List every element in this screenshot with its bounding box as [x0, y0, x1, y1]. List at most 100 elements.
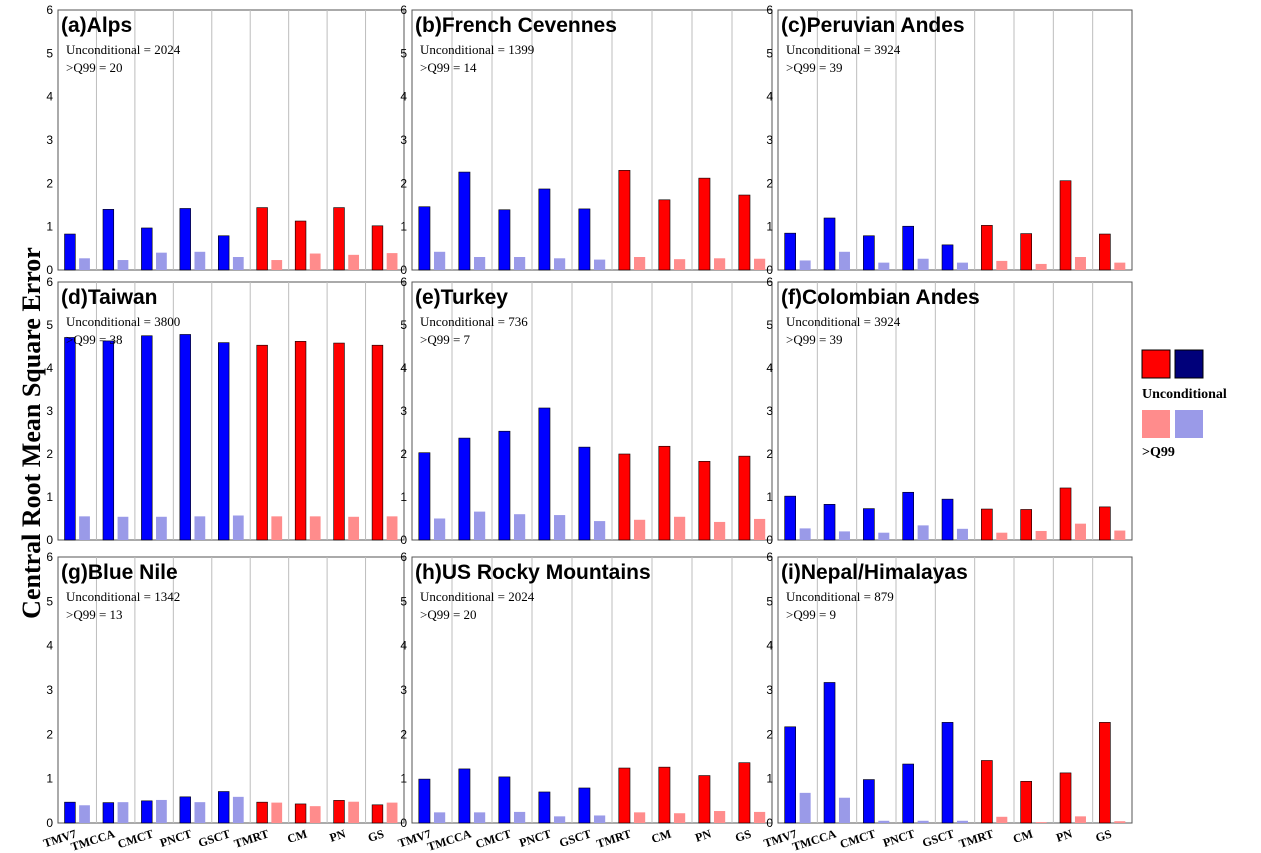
panel-title: (e)Turkey: [415, 286, 508, 309]
legend-swatch-q99-blue: [1175, 410, 1203, 438]
y-tick-label: 4: [766, 361, 773, 375]
y-tick-label: 4: [766, 90, 773, 104]
bar-unconditional-cmct: [498, 430, 511, 541]
bar-unconditional-tmcca: [102, 209, 115, 271]
bar-unconditional-cmct: [141, 335, 153, 541]
bar-q99-tmrt: [996, 260, 1008, 270]
bar-unconditional-tmrt: [256, 344, 268, 541]
annotation-unconditional-count: Unconditional = 2024: [420, 589, 535, 604]
x-tick-label: GS: [1094, 826, 1114, 844]
bar-unconditional-gsct: [218, 342, 230, 541]
bar-unconditional-pnct: [538, 407, 551, 541]
bar-unconditional-tmv7: [418, 206, 431, 271]
bar-q99-tmcca: [117, 802, 129, 823]
y-axis-label: Central Root Mean Square Error: [17, 247, 46, 619]
y-tick-label: 4: [46, 639, 53, 653]
panel-letter: (b): [415, 14, 442, 37]
x-tick-label: GSCT: [558, 827, 593, 850]
bar-q99-cm: [1035, 530, 1047, 540]
bar-q99-pnct: [554, 515, 566, 540]
bar-unconditional-gsct: [941, 722, 954, 824]
x-tick-label: GSCT: [921, 827, 956, 850]
bar-q99-cm: [1035, 263, 1047, 270]
y-tick-label: 1: [46, 220, 53, 234]
panel-letter: (d): [61, 286, 88, 309]
bar-q99-tmcca: [838, 797, 850, 823]
panel-letter: (a): [61, 14, 87, 37]
bar-q99-tmrt: [271, 516, 283, 540]
bar-unconditional-cm: [1020, 781, 1032, 824]
y-tick-label: 4: [766, 639, 773, 653]
bar-unconditional-tmrt: [618, 767, 631, 824]
bar-q99-tmv7: [79, 258, 90, 270]
annotation-q99-count: >Q99 = 14: [420, 60, 477, 75]
bar-unconditional-gsct: [578, 787, 591, 824]
bar-q99-tmcca: [117, 516, 129, 540]
bar-unconditional-gsct: [218, 235, 230, 271]
x-tick-label: PN: [1054, 826, 1074, 844]
y-tick-label: 2: [46, 727, 53, 741]
annotation-unconditional-count: Unconditional = 736: [420, 314, 528, 329]
panels-group: 0 1 2 3 4 5 6 (a)Alps Unconditional = 2024 >Q99 =…: [41, 3, 1133, 853]
y-tick-label: 4: [46, 90, 53, 104]
y-tick-label: 3: [400, 404, 407, 418]
legend-label-q99: >Q99: [1142, 445, 1175, 460]
panel-letter: (c): [781, 14, 807, 37]
bar-q99-tmv7: [799, 792, 811, 823]
y-tick-label: 2: [766, 176, 773, 190]
legend: Unconditional >Q99: [1141, 349, 1227, 460]
panel-name: Blue Nile: [88, 561, 178, 584]
bar-unconditional-pnct: [902, 491, 914, 541]
x-tick-label: PN: [328, 826, 348, 844]
bar-unconditional-gs: [371, 344, 384, 541]
bar-q99-tmcca: [474, 511, 486, 540]
panel-title: (c)Peruvian Andes: [781, 14, 965, 37]
bar-unconditional-gs: [371, 804, 384, 824]
panel-name: Turkey: [441, 286, 509, 309]
bar-q99-tmrt: [634, 257, 646, 270]
panel-frame: [777, 9, 1133, 271]
y-tick-label: 4: [400, 90, 407, 104]
bar-unconditional-gsct: [578, 208, 591, 271]
y-tick-label: 3: [400, 133, 407, 147]
bar-unconditional-tmcca: [102, 340, 115, 541]
panel-title: (a)Alps: [61, 14, 132, 37]
bar-q99-cm: [309, 516, 321, 540]
y-tick-label: 4: [400, 639, 407, 653]
bar-unconditional-pn: [698, 177, 711, 271]
bar-q99-tmrt: [996, 816, 1008, 823]
y-tick-label: 4: [400, 361, 407, 375]
y-tick-label: 1: [400, 220, 407, 234]
chart-panel-6: 0 1 2 3 4 5 6 (f)Colombian Andes Unconditional =…: [766, 275, 1133, 547]
annotation-q99-count: >Q99 = 39: [786, 60, 843, 75]
panel-frame: [57, 281, 405, 541]
bar-q99-tmv7: [79, 805, 90, 823]
y-tick-label: 3: [766, 133, 773, 147]
bar-unconditional-pnct: [179, 796, 191, 824]
x-tick-label: CM: [1011, 827, 1034, 846]
bar-q99-pn: [348, 801, 360, 823]
x-tick-label: TMRT: [595, 827, 633, 851]
panel-frame: [411, 556, 773, 824]
panel-frame: [411, 9, 773, 271]
panel-name: Colombian Andes: [802, 286, 980, 309]
bar-unconditional-gs: [1099, 233, 1111, 271]
annotation-unconditional-count: Unconditional = 3924: [786, 314, 901, 329]
bar-q99-gsct: [232, 257, 244, 270]
y-tick-label: 6: [766, 3, 773, 17]
y-tick-label: 0: [46, 263, 53, 277]
panel-name: French Cevennes: [442, 14, 617, 37]
y-tick-label: 1: [46, 772, 53, 786]
panel-name: Taiwan: [88, 286, 158, 309]
annotation-q99-count: >Q99 = 13: [66, 607, 123, 622]
bar-unconditional-tmrt: [618, 170, 631, 271]
y-tick-label: 5: [46, 594, 53, 608]
annotation-unconditional-count: Unconditional = 3800: [66, 314, 180, 329]
panel-letter: (h): [415, 561, 442, 584]
panel-frame: [777, 281, 1133, 541]
y-tick-label: 5: [400, 318, 407, 332]
y-tick-label: 0: [766, 263, 773, 277]
panel-name: US Rocky Mountains: [442, 561, 651, 584]
bar-q99-tmv7: [799, 260, 811, 270]
bar-unconditional-gsct: [941, 244, 954, 271]
